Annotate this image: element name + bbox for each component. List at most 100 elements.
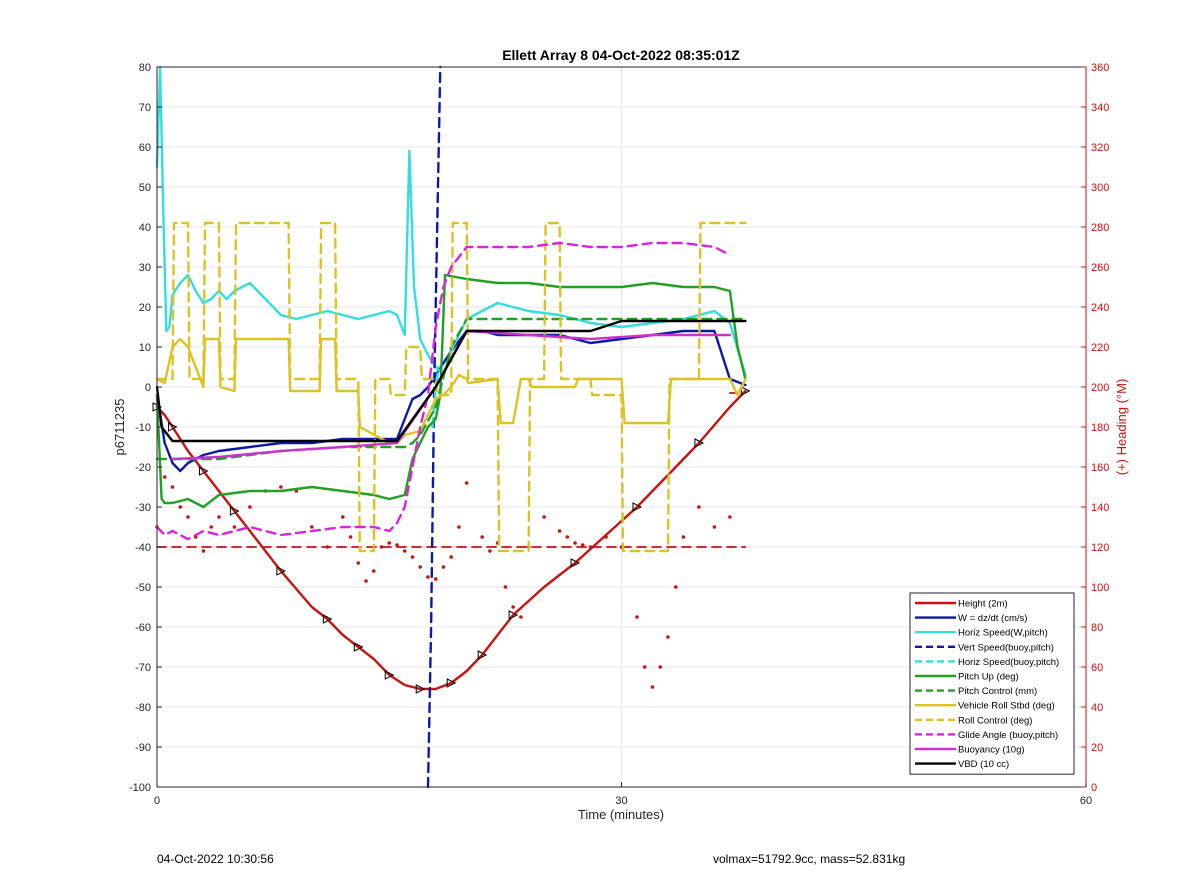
heading-point [488,549,492,553]
y-tick-label: 70 [139,102,151,114]
heading-point [697,505,701,509]
heading-point [666,635,670,639]
legend-entry: Buoyancy (10g) [958,745,1025,756]
series-layer [152,65,751,789]
series-line-vert-speed-buoy-pitch [426,65,442,789]
heading-point [542,515,546,519]
y-tick-label: -20 [135,462,151,474]
series-line-vbd-10-cc [155,319,747,443]
y-tick-label: -10 [135,422,151,434]
heading-point [325,545,330,549]
y2-tick-label: 180 [1091,422,1109,434]
heading-point [232,525,237,529]
heading-point [310,525,314,529]
y-tick-label: -80 [135,702,151,714]
legend-entry: VBD (10 cc) [958,759,1009,770]
heading-point [519,615,523,619]
heading-point [209,525,213,529]
heading-point [681,535,686,539]
y2-tick-label: 360 [1091,62,1109,74]
heading-point [511,605,515,609]
heading-point [201,549,206,553]
y2-tick-label: 340 [1091,102,1109,114]
heading-point [348,535,353,539]
height-marker [508,610,519,620]
heading-point [356,561,361,565]
x-tick-label: 30 [615,795,627,807]
footer-volmax-mass: volmax=51792.9cc, mass=52.831kg [713,852,906,866]
x-axis-label: Time (minutes) [578,807,664,822]
y2-tick-label: 140 [1091,502,1109,514]
y2-tick-label: 80 [1091,622,1103,634]
legend-entry: W = dz/dt (cm/s) [958,613,1027,624]
heading-point [178,505,183,509]
heading-point [635,615,639,619]
heading-point [464,481,469,485]
x-tick-label: 0 [154,795,160,807]
height-marker [353,642,364,652]
legend-entry: Height (2m) [958,599,1008,610]
legend-entry: Glide Angle (buoy,pitch) [958,730,1058,741]
heading-point [364,579,368,583]
heading-point [441,565,446,569]
height-marker [446,678,457,688]
heading-point [728,515,732,519]
y-tick-label: 0 [145,382,151,394]
series-line-horiz-speed-w-pitch [155,65,747,377]
y2-tick-label: 220 [1091,342,1109,354]
y2-tick-label: 280 [1091,222,1109,234]
height-marker [694,438,705,448]
series-line-pitch-up-deg [155,273,747,509]
y-tick-label: 50 [139,182,151,194]
series-line-w-dz-dt-cm-s [155,329,747,473]
series-line-pitch-control-mm [155,317,747,461]
heading-point [371,569,376,573]
y-tick-label: 10 [139,342,151,354]
heading-point [650,685,655,689]
heading-point [426,575,430,579]
heading-point [217,515,221,519]
y-tick-label: -50 [135,582,151,594]
y-tick-label: 30 [139,262,151,274]
heading-point [395,543,399,547]
legend-entry: Pitch Control (mm) [958,686,1037,697]
legend-entry: Vehicle Roll Stbd (deg) [958,701,1055,712]
y-axis-label: p6711235 [112,399,127,456]
y-tick-label: -40 [135,542,151,554]
heading-point [503,585,508,589]
y-tick-label: -90 [135,742,151,754]
y-tick-label: 40 [139,222,151,234]
height-marker [740,386,751,396]
series-line-glide-angle-buoy-pitch [155,241,732,541]
y2-tick-label: 200 [1091,382,1109,394]
y2-tick-label: 120 [1091,542,1109,554]
heading-point [580,543,585,547]
height-marker [167,422,178,432]
heading-point [410,555,415,559]
heading-point [565,535,570,539]
heading-point [433,577,438,581]
y2-tick-label: 40 [1091,702,1103,714]
legend: Height (2m) W = dz/dt (cm/s) Horiz Speed(W… [909,592,1075,775]
legend-entry: Horiz Speed(buoy,pitch) [958,657,1059,668]
x-tick-label: 60 [1080,795,1092,807]
heading-point [557,529,562,533]
series-line-height-2m [155,389,747,691]
heading-point [279,485,283,489]
heading-point [341,515,345,519]
height-marker [570,558,581,568]
height-marker [322,614,333,624]
heading-point [712,525,717,529]
height-marker [198,466,209,476]
y2-tick-label: 20 [1091,742,1103,754]
legend-box [909,592,1075,775]
height-marker [229,506,240,516]
legend-entry: Pitch Up (deg) [958,672,1019,683]
y-tick-label: 60 [139,142,151,154]
y-tick-label: -60 [135,622,151,634]
y-tick-label: 80 [139,62,151,74]
heading-point [379,545,384,549]
series-line-roll-control-deg [155,221,747,553]
height-marker [415,684,426,694]
